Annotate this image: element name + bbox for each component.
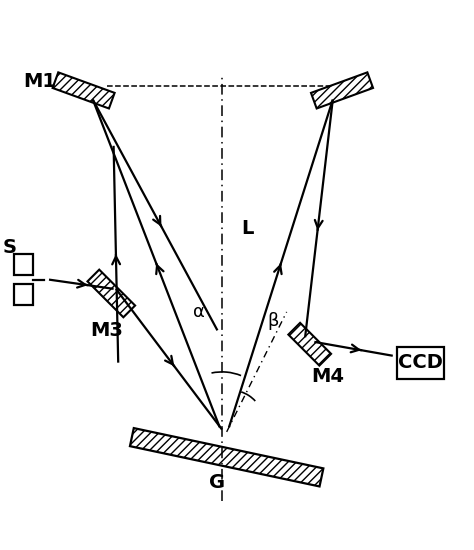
Bar [397,346,444,379]
Text: L: L [241,219,254,238]
Text: α: α [193,303,205,321]
Polygon shape [88,270,135,317]
Text: M4: M4 [312,367,345,386]
Text: S: S [3,238,17,257]
Polygon shape [288,323,331,366]
Polygon shape [311,73,373,108]
Text: M3: M3 [90,321,123,340]
Bar [14,284,33,305]
Text: M1: M1 [23,72,56,91]
Text: β: β [267,312,279,330]
Polygon shape [53,73,115,108]
Polygon shape [130,428,323,486]
Text: G: G [210,473,226,492]
Text: CCD: CCD [398,353,443,372]
Bar [14,254,33,275]
